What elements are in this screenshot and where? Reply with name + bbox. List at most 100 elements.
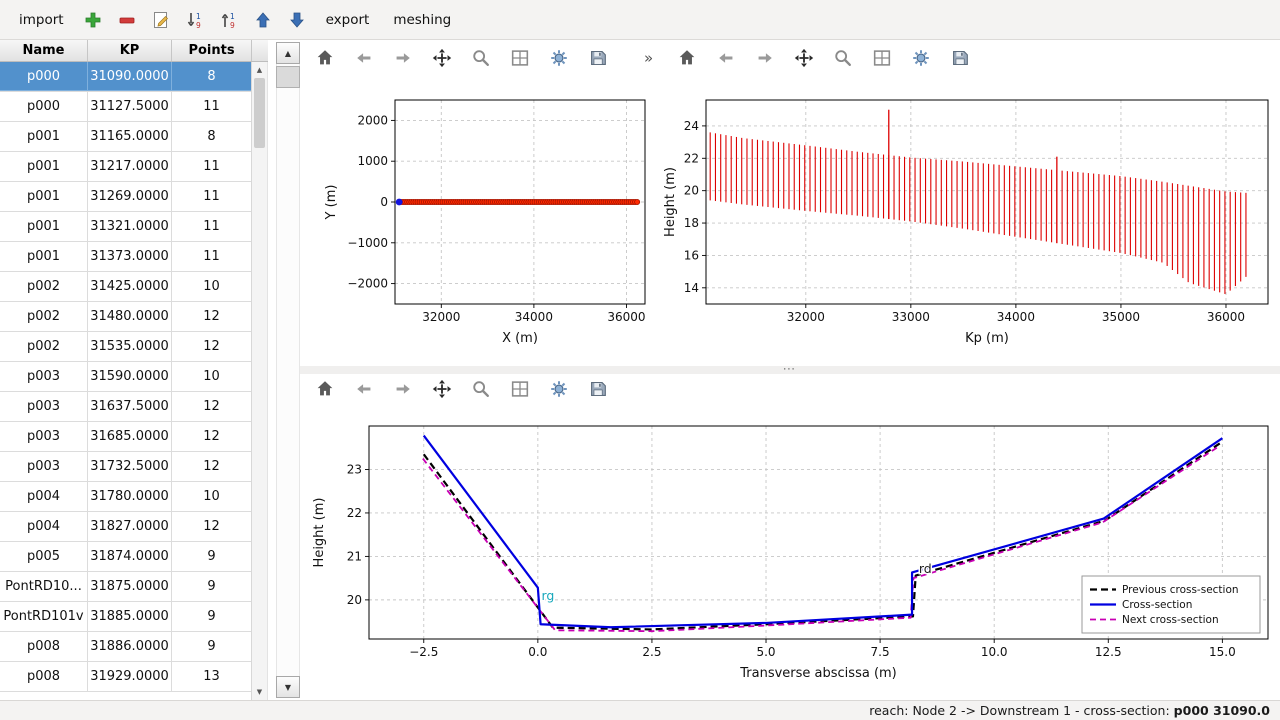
cell-points[interactable]: 10 [172, 482, 252, 511]
cell-name[interactable]: p002 [0, 302, 88, 331]
scroll-up-arrow-icon[interactable]: ▲ [256, 66, 263, 74]
save-button[interactable] [945, 43, 975, 73]
cell-kp[interactable]: 31874.0000 [88, 542, 172, 571]
cell-name[interactable]: p001 [0, 182, 88, 211]
cell-points[interactable]: 12 [172, 392, 252, 421]
cell-name[interactable]: PontRD10... [0, 572, 88, 601]
cell-kp[interactable]: 31480.0000 [88, 302, 172, 331]
cell-kp[interactable]: 31321.0000 [88, 212, 172, 241]
zoom-button[interactable] [466, 43, 496, 73]
export-button[interactable]: export [325, 11, 370, 28]
cell-name[interactable]: p008 [0, 632, 88, 661]
column-header[interactable]: KP [88, 40, 172, 61]
table-row[interactable]: p002 31425.0000 10 [0, 272, 252, 302]
cell-points[interactable]: 11 [172, 182, 252, 211]
table-row[interactable]: p000 31127.5000 11 [0, 92, 252, 122]
home-button[interactable] [310, 43, 340, 73]
cell-name[interactable]: p001 [0, 152, 88, 181]
table-row[interactable]: p008 31929.0000 13 [0, 662, 252, 692]
table-row[interactable]: p001 31217.0000 11 [0, 152, 252, 182]
table-row[interactable]: p003 31685.0000 12 [0, 422, 252, 452]
scroll-down-button[interactable]: ▼ [276, 676, 300, 698]
table-scrollbar-thumb[interactable] [254, 78, 265, 148]
table-row[interactable]: p002 31480.0000 12 [0, 302, 252, 332]
table-row[interactable]: p008 31886.0000 9 [0, 632, 252, 662]
table-row[interactable]: p004 31827.0000 12 [0, 512, 252, 542]
pan-button[interactable] [427, 374, 457, 404]
cell-kp[interactable]: 31425.0000 [88, 272, 172, 301]
cell-kp[interactable]: 31780.0000 [88, 482, 172, 511]
table-scrollbar[interactable]: ▲ ▼ [251, 62, 267, 700]
cell-points[interactable]: 10 [172, 362, 252, 391]
cell-name[interactable]: p001 [0, 122, 88, 151]
table-row[interactable]: p001 31165.0000 8 [0, 122, 252, 152]
pan-button[interactable] [789, 43, 819, 73]
cell-points[interactable]: 13 [172, 662, 252, 691]
customize-button[interactable] [544, 374, 574, 404]
configure-subplots-button[interactable] [505, 374, 535, 404]
toolbar-overflow-chevron[interactable]: » [644, 49, 654, 67]
cell-points[interactable]: 9 [172, 602, 252, 631]
list-scrollbar-thumb[interactable] [276, 66, 300, 88]
cell-name[interactable]: p000 [0, 92, 88, 121]
cell-name[interactable]: p003 [0, 452, 88, 481]
cell-points[interactable]: 8 [172, 122, 252, 151]
cell-kp[interactable]: 31217.0000 [88, 152, 172, 181]
move-down-button[interactable] [283, 6, 311, 34]
save-button[interactable] [583, 374, 613, 404]
cell-points[interactable]: 12 [172, 512, 252, 541]
edit-button[interactable] [147, 6, 175, 34]
table-row[interactable]: p003 31637.5000 12 [0, 392, 252, 422]
table-row[interactable]: PontRD10... 31875.0000 9 [0, 572, 252, 602]
cell-kp[interactable]: 31590.0000 [88, 362, 172, 391]
scroll-down-arrow-icon[interactable]: ▼ [256, 688, 263, 696]
table-row[interactable]: PontRD101v 31885.0000 9 [0, 602, 252, 632]
cell-points[interactable]: 9 [172, 542, 252, 571]
cell-name[interactable]: p000 [0, 62, 88, 91]
cell-name[interactable]: p001 [0, 212, 88, 241]
cell-kp[interactable]: 31535.0000 [88, 332, 172, 361]
longitudinal-profile-chart[interactable]: 32000 33000 34000 35000 36000 14 16 18 20 22 24 Kp … [660, 80, 1278, 366]
cell-points[interactable]: 12 [172, 422, 252, 451]
cell-name[interactable]: p002 [0, 272, 88, 301]
zoom-button[interactable] [828, 43, 858, 73]
cell-points[interactable]: 12 [172, 302, 252, 331]
scroll-up-button[interactable]: ▲ [276, 42, 300, 64]
list-scrollbar[interactable]: ▲ ▼ [276, 42, 300, 698]
back-button[interactable] [349, 43, 379, 73]
save-button[interactable] [583, 43, 613, 73]
cell-kp[interactable]: 31373.0000 [88, 242, 172, 271]
table-row[interactable]: p003 31590.0000 10 [0, 362, 252, 392]
back-button[interactable] [711, 43, 741, 73]
home-button[interactable] [672, 43, 702, 73]
column-header[interactable]: Points [172, 40, 252, 61]
cell-points[interactable]: 12 [172, 452, 252, 481]
cell-kp[interactable]: 31885.0000 [88, 602, 172, 631]
forward-button[interactable] [388, 43, 418, 73]
horizontal-splitter[interactable]: ⋯ [300, 363, 1280, 376]
cell-points[interactable]: 10 [172, 272, 252, 301]
table-row[interactable]: p002 31535.0000 12 [0, 332, 252, 362]
cross-section-chart[interactable]: −2.5 0.0 2.5 5.0 7.5 10.0 12.5 15.0 20 21 22 23 Tran… [305, 410, 1278, 695]
cell-points[interactable]: 8 [172, 62, 252, 91]
zoom-button[interactable] [466, 374, 496, 404]
cell-points[interactable]: 11 [172, 152, 252, 181]
cell-points[interactable]: 11 [172, 212, 252, 241]
cell-name[interactable]: p003 [0, 392, 88, 421]
cell-kp[interactable]: 31090.0000 [88, 62, 172, 91]
remove-button[interactable] [113, 6, 141, 34]
customize-button[interactable] [544, 43, 574, 73]
move-up-button[interactable] [249, 6, 277, 34]
import-button[interactable]: import [19, 11, 64, 28]
pan-button[interactable] [427, 43, 457, 73]
cell-name[interactable]: p004 [0, 512, 88, 541]
home-button[interactable] [310, 374, 340, 404]
cell-kp[interactable]: 31827.0000 [88, 512, 172, 541]
table-row[interactable]: p001 31373.0000 11 [0, 242, 252, 272]
table-row[interactable]: p003 31732.5000 12 [0, 452, 252, 482]
cell-kp[interactable]: 31637.5000 [88, 392, 172, 421]
table-row[interactable]: p005 31874.0000 9 [0, 542, 252, 572]
cell-name[interactable]: PontRD101v [0, 602, 88, 631]
